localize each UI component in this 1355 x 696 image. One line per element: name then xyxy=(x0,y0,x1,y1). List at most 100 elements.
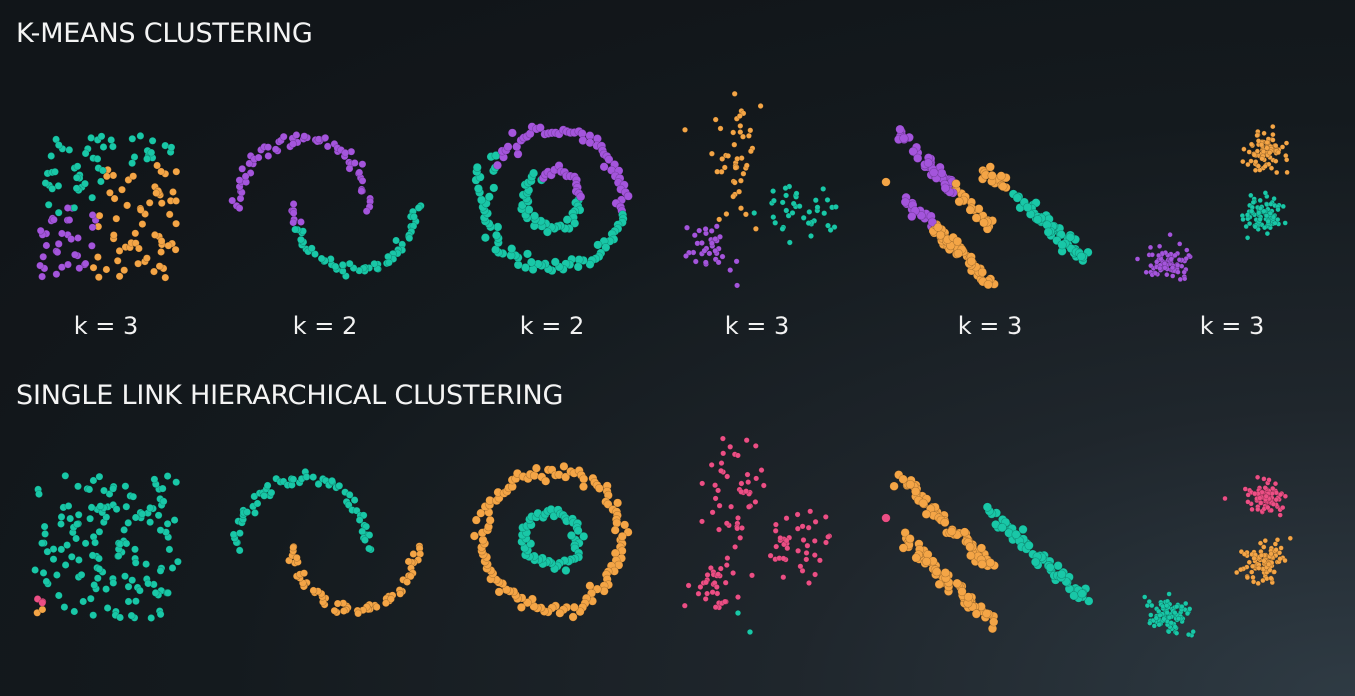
scatter-point xyxy=(709,589,716,596)
scatter-point xyxy=(157,167,165,176)
scatter-point xyxy=(113,256,122,265)
scatter-point xyxy=(77,570,86,579)
scatter-point xyxy=(1056,569,1067,579)
scatter-point xyxy=(752,225,759,232)
scatter-point xyxy=(603,499,613,509)
scatter-point xyxy=(715,571,722,578)
scatter-point xyxy=(112,505,121,514)
scatter-point xyxy=(683,224,690,231)
scatter-point xyxy=(1248,158,1254,164)
scatter-point xyxy=(165,210,174,219)
scatter-point xyxy=(929,167,939,178)
scatter-point xyxy=(106,188,114,197)
scatter-point xyxy=(723,562,730,569)
scatter-point xyxy=(794,511,801,518)
scatter-point xyxy=(1274,537,1281,543)
scatter-point xyxy=(712,116,719,123)
scatter-point xyxy=(617,531,627,541)
scatter-point xyxy=(718,460,725,467)
scatter-point xyxy=(895,124,905,134)
scatter-point xyxy=(38,539,46,548)
scatter-point xyxy=(954,196,964,207)
scatter-point xyxy=(1143,269,1149,275)
scatter-point xyxy=(409,550,418,558)
scatter-point xyxy=(610,525,620,535)
scatter-point xyxy=(95,565,104,573)
scatter-point xyxy=(1030,557,1041,567)
scatter-point xyxy=(131,513,140,522)
scatter-point xyxy=(562,215,572,225)
scatter-point xyxy=(1057,240,1067,250)
scatter-point xyxy=(561,472,571,482)
scatter-point xyxy=(1233,569,1240,576)
scatter-point xyxy=(1141,594,1148,600)
scatter-point xyxy=(1155,252,1162,259)
scatter-point xyxy=(370,259,379,268)
scatter-point xyxy=(1270,131,1276,138)
k-label: k = 2 xyxy=(293,312,358,340)
scatter-point xyxy=(1146,598,1153,605)
scatter-point xyxy=(952,578,962,588)
scatter-point xyxy=(1065,232,1075,242)
scatter-point xyxy=(1166,591,1172,597)
scatter-point xyxy=(803,556,810,563)
scatter-point xyxy=(513,149,523,159)
scatter-point xyxy=(881,177,891,187)
scatter-point xyxy=(1245,499,1251,505)
scatter-point xyxy=(1261,208,1267,214)
scatter-point xyxy=(129,172,138,181)
scatter-point xyxy=(85,485,94,494)
scatter-point xyxy=(173,557,182,566)
kmeans-parallel-diagonal-lines-panel xyxy=(881,124,1093,290)
scatter-point xyxy=(1257,500,1264,506)
scatter-point xyxy=(355,168,364,177)
scatter-point xyxy=(302,472,311,481)
scatter-point xyxy=(88,223,97,232)
scatter-point xyxy=(812,518,819,525)
scatter-point xyxy=(712,495,719,502)
scatter-point xyxy=(1244,212,1251,218)
scatter-point xyxy=(129,492,138,501)
scatter-point xyxy=(156,610,165,619)
scatter-point xyxy=(123,201,132,210)
scatter-point xyxy=(36,226,45,235)
scatter-point xyxy=(734,282,741,289)
scatter-point xyxy=(403,578,411,586)
scatter-point xyxy=(122,539,131,548)
scatter-point xyxy=(731,90,738,97)
scatter-point xyxy=(526,257,536,267)
scatter-point xyxy=(122,502,131,511)
scatter-point xyxy=(263,481,272,490)
scatter-point xyxy=(357,187,366,195)
scatter-point xyxy=(124,519,133,527)
scatter-point xyxy=(228,196,237,205)
scatter-point xyxy=(831,224,838,231)
scatter-point xyxy=(476,195,486,205)
scatter-point xyxy=(773,543,780,550)
scatter-point xyxy=(309,586,318,595)
scatter-point xyxy=(742,211,749,218)
scatter-point xyxy=(65,216,74,224)
scatter-point xyxy=(734,525,741,532)
scatter-point xyxy=(146,503,154,512)
scatter-point xyxy=(372,603,381,611)
scatter-point xyxy=(1172,252,1178,259)
scatter-point xyxy=(128,134,137,143)
scatter-point xyxy=(900,528,910,538)
scatter-point xyxy=(698,518,705,525)
scatter-point xyxy=(118,185,126,194)
scatter-point xyxy=(918,498,928,508)
k-label: k = 2 xyxy=(520,312,585,340)
scatter-point xyxy=(730,569,737,576)
scatter-point xyxy=(484,192,494,202)
scatter-point xyxy=(471,515,481,525)
scatter-point xyxy=(1261,224,1268,231)
scatter-point xyxy=(38,605,47,614)
scatter-point xyxy=(731,141,738,148)
scatter-point xyxy=(405,234,414,243)
scatter-point xyxy=(289,218,298,227)
scatter-point xyxy=(292,131,301,139)
scatter-point xyxy=(52,270,61,279)
scatter-point xyxy=(494,587,504,597)
scatter-point xyxy=(110,194,119,203)
